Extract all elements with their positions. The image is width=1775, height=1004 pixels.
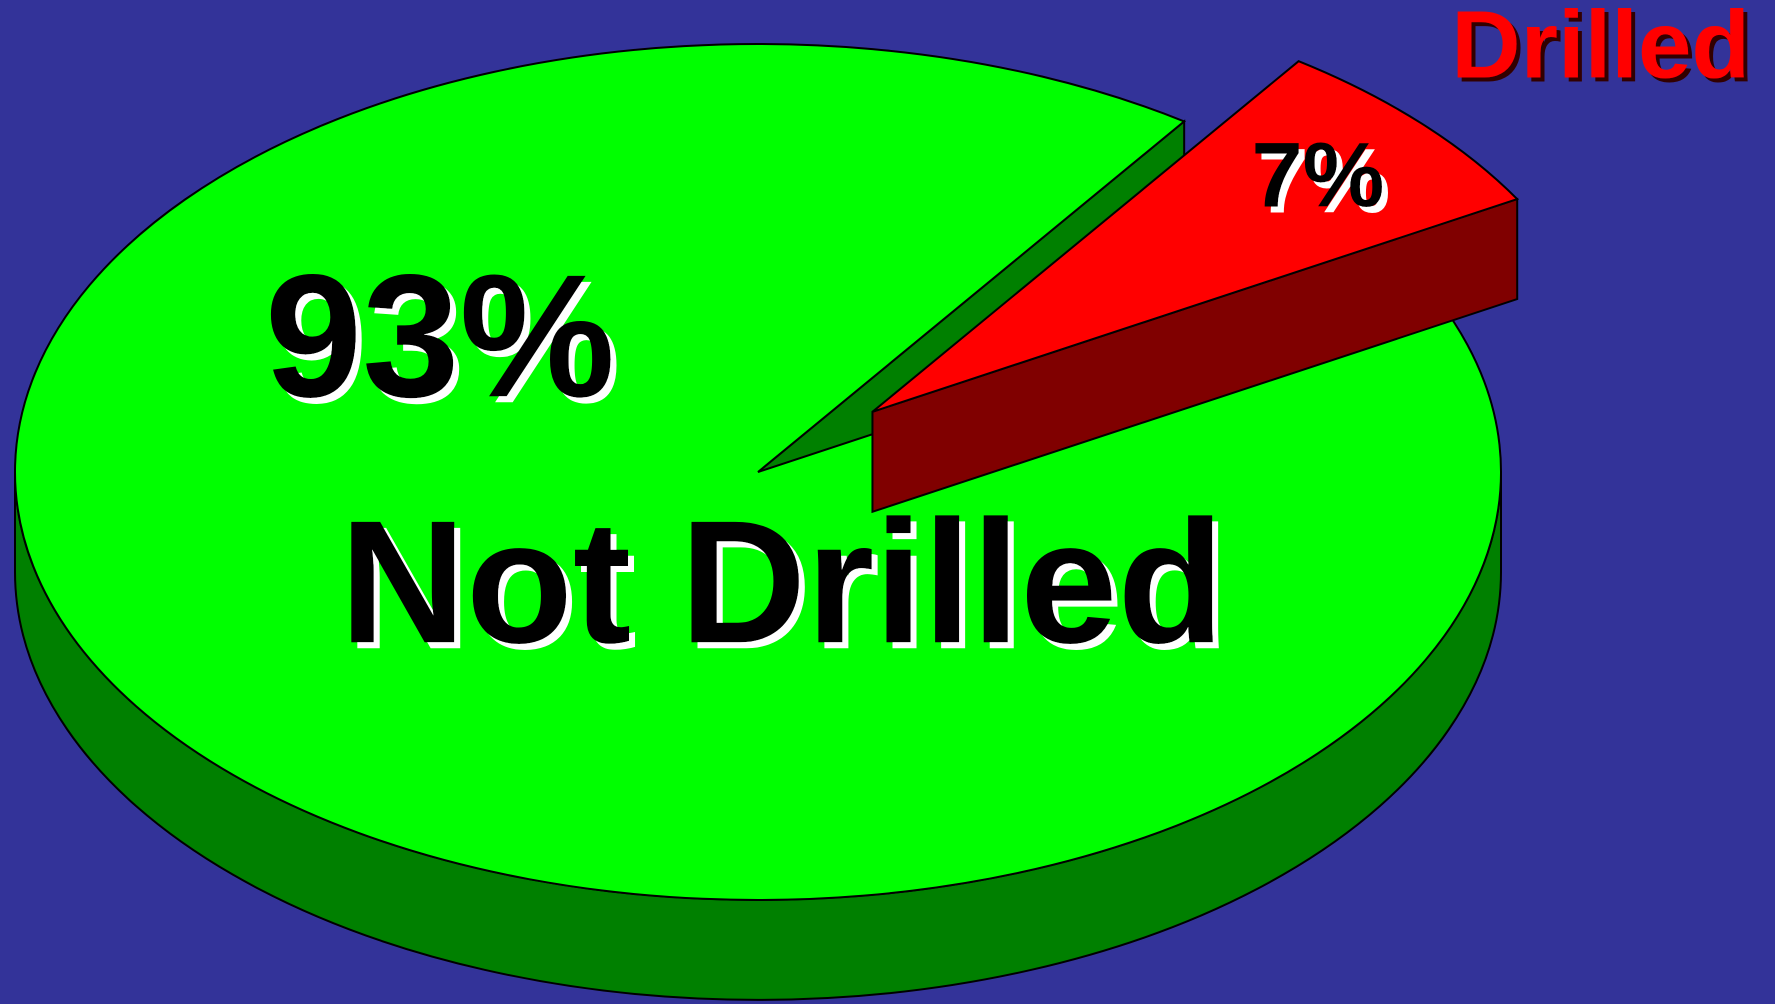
category-label: Not Drilled: [340, 485, 1225, 680]
value-label: 7%: [1252, 124, 1385, 226]
slice-top: [14, 42, 1502, 901]
slice-top: [871, 60, 1520, 413]
category-label: Drilled: [1451, 0, 1750, 98]
value-label: 93%: [265, 239, 615, 434]
